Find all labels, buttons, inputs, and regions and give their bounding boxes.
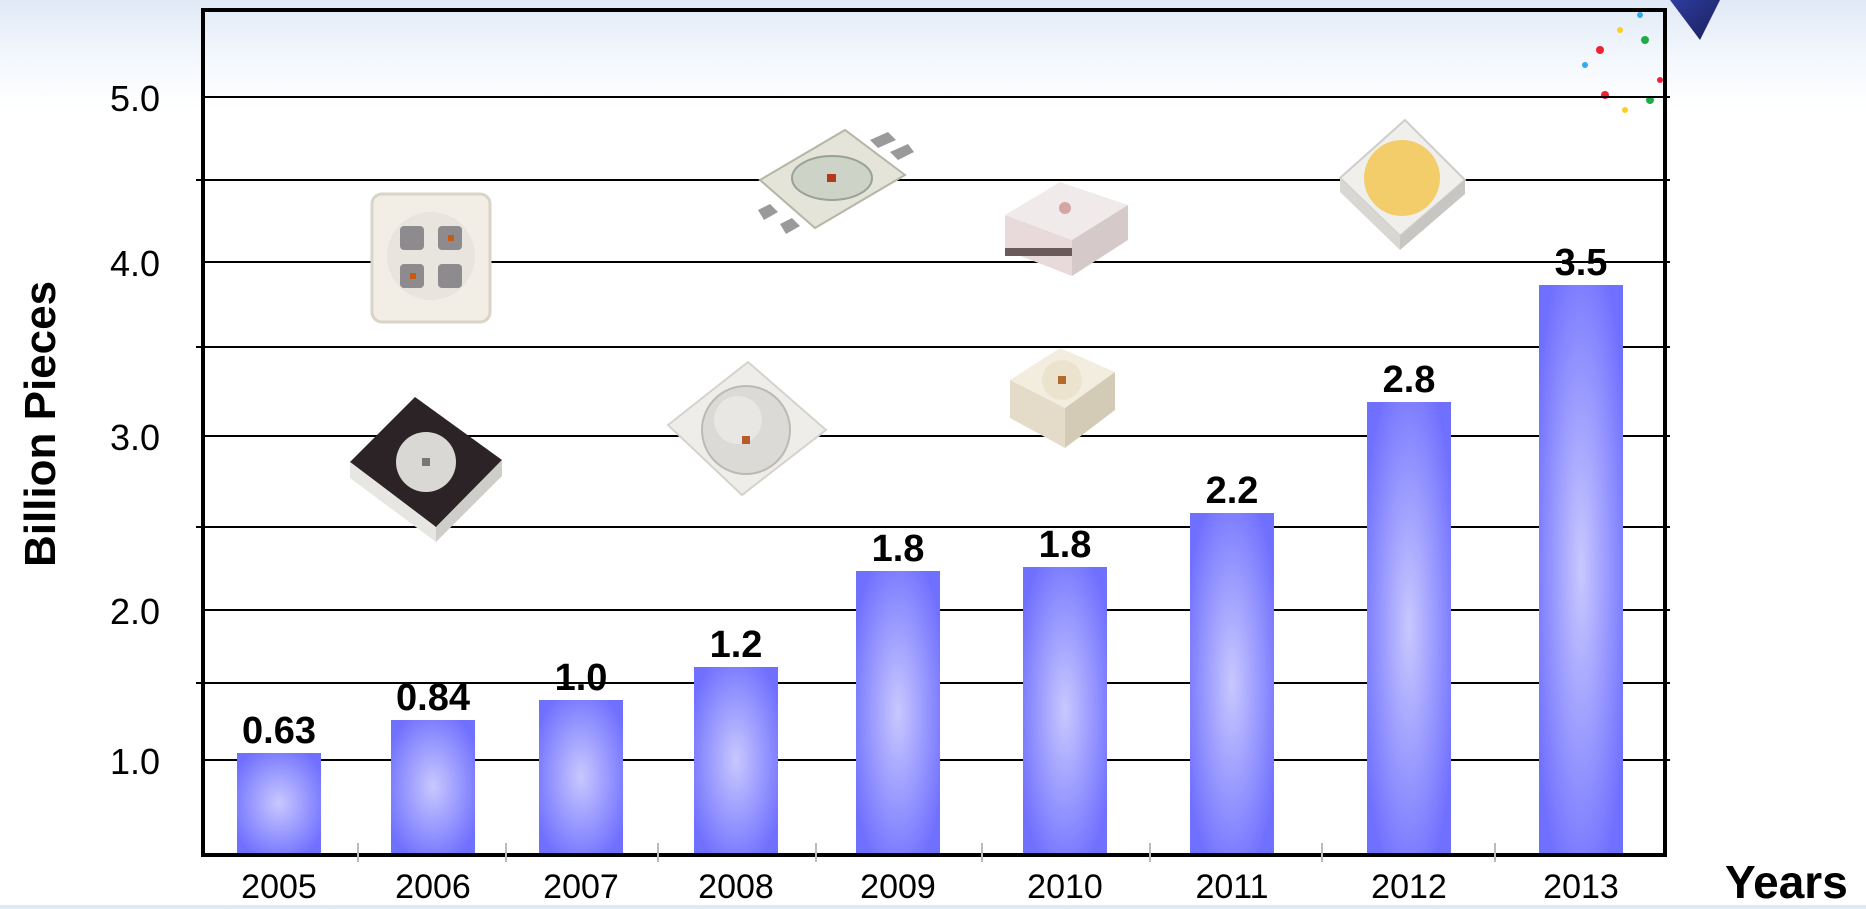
y-tick-label: 5.0 <box>110 78 160 119</box>
data-label: 2.8 <box>1383 359 1436 401</box>
x-tick-label: 2013 <box>1543 868 1619 905</box>
data-label: 1.8 <box>1039 524 1092 566</box>
data-label: 1.8 <box>872 528 925 570</box>
x-tick-label: 2009 <box>860 868 936 905</box>
y-tick-label: 2.0 <box>110 591 160 632</box>
bar <box>1367 402 1451 853</box>
data-label: 2.2 <box>1206 470 1259 512</box>
data-label: 0.84 <box>396 677 470 719</box>
led-package-icon <box>668 362 826 495</box>
bar <box>391 720 475 853</box>
bar <box>237 753 321 853</box>
bar <box>694 667 778 853</box>
led-package-icon <box>372 194 490 322</box>
bar <box>856 571 940 853</box>
led-package-icon <box>350 397 502 542</box>
x-tick-label: 2005 <box>241 868 317 905</box>
y-tick-label: 3.0 <box>110 417 160 458</box>
x-tick-label: 2010 <box>1027 868 1103 905</box>
x-tick-label: 2011 <box>1195 868 1268 905</box>
data-label: 1.0 <box>555 657 608 699</box>
product-images <box>350 120 1465 542</box>
bars: 0.63 0.84 1.0 1.2 1.8 1.8 2.2 2.8 3.5 <box>237 242 1623 853</box>
y-tick-label: 1.0 <box>110 741 160 782</box>
bar <box>1190 513 1274 853</box>
data-label: 1.2 <box>710 624 763 666</box>
led-package-icon <box>758 130 914 234</box>
bar <box>1023 567 1107 853</box>
x-tick-label: 2007 <box>543 868 619 905</box>
y-axis-title: Billion Pieces <box>16 281 65 567</box>
x-tick-label: 2012 <box>1371 868 1447 905</box>
led-package-icon <box>1010 348 1115 448</box>
x-axis-title: Years <box>1725 855 1848 909</box>
bar <box>1539 285 1623 853</box>
x-tick-label: 2006 <box>395 868 471 905</box>
bar <box>539 700 623 853</box>
x-tick-label: 2008 <box>698 868 774 905</box>
data-label: 0.63 <box>242 710 316 752</box>
data-label: 3.5 <box>1555 242 1608 284</box>
led-package-icon <box>1340 120 1465 250</box>
y-tick-label: 4.0 <box>110 243 160 284</box>
y-axis: 1.0 2.0 3.0 4.0 5.0 <box>110 78 160 782</box>
